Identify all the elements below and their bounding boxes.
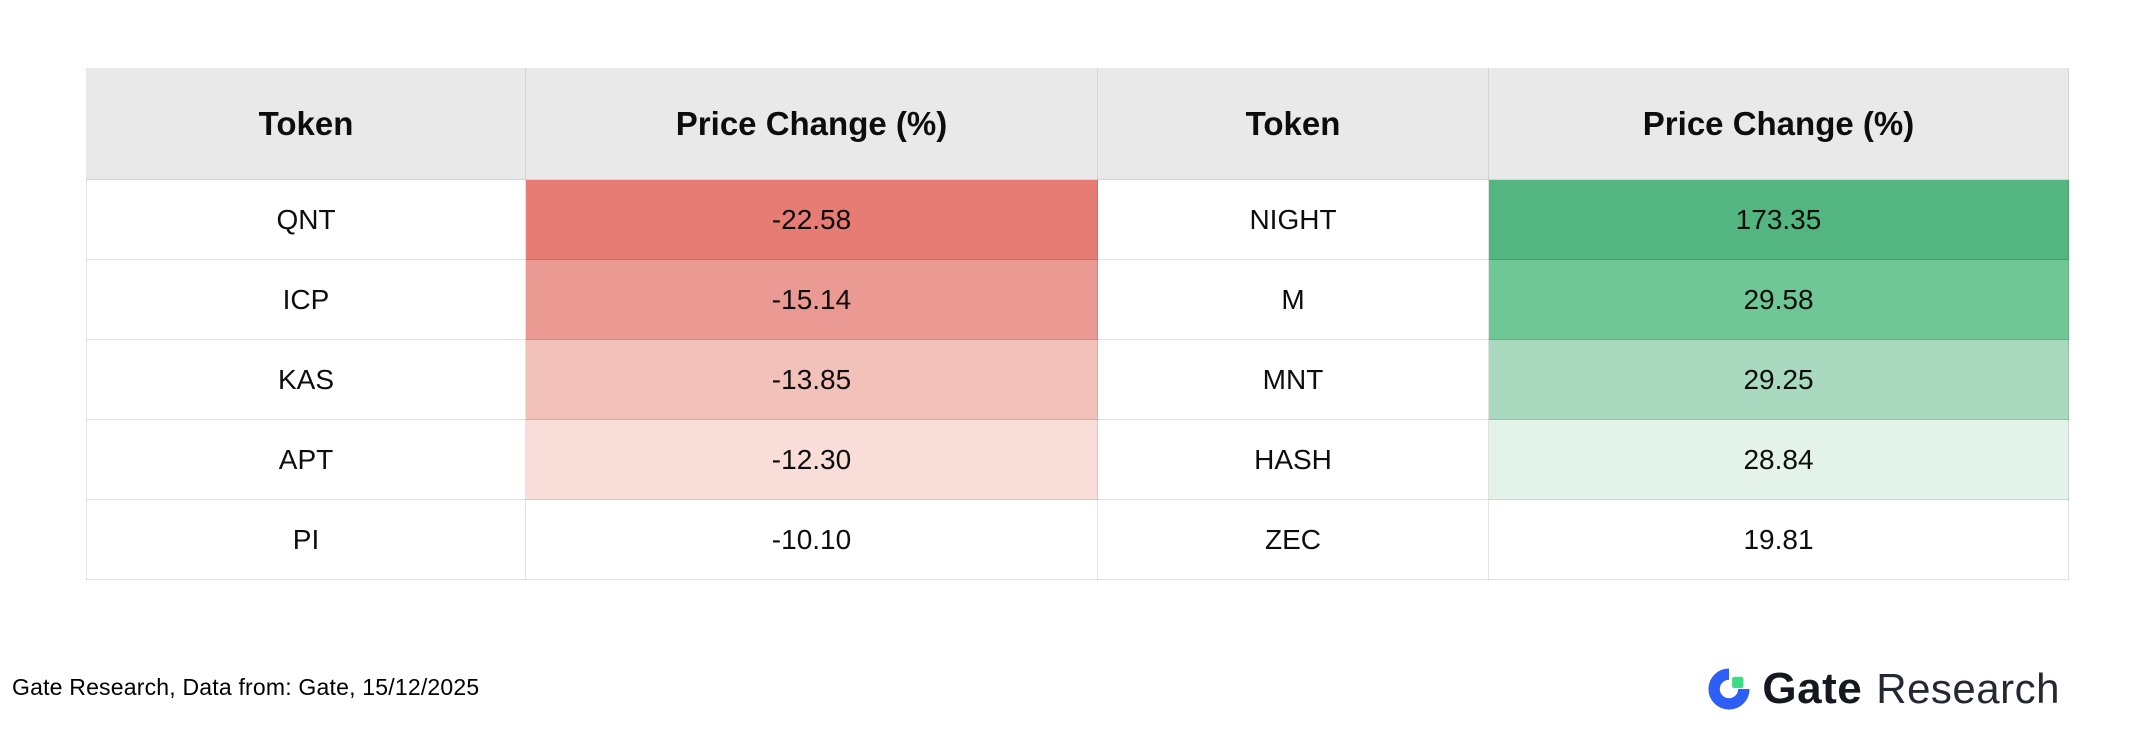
table-row: PI -10.10 ZEC 19.81 — [86, 499, 2069, 580]
token-cell: NIGHT — [1097, 179, 1489, 260]
token-cell: KAS — [86, 339, 526, 420]
price-change-cell: 173.35 — [1488, 179, 2069, 260]
price-change-cell: -12.30 — [525, 419, 1098, 500]
token-cell: QNT — [86, 179, 526, 260]
price-change-table: Token Price Change (%) Token Price Chang… — [86, 68, 2069, 580]
price-change-cell: -15.14 — [525, 259, 1098, 340]
price-change-cell: 29.58 — [1488, 259, 2069, 340]
token-cell: PI — [86, 499, 526, 580]
gate-logo-icon — [1708, 668, 1750, 710]
table-row: APT -12.30 HASH 28.84 — [86, 419, 2069, 500]
brand-research-text: Research — [1876, 665, 2060, 712]
token-cell: ZEC — [1097, 499, 1489, 580]
price-change-cell: -22.58 — [525, 179, 1098, 260]
table-row: ICP -15.14 M 29.58 — [86, 259, 2069, 340]
token-cell: MNT — [1097, 339, 1489, 420]
token-cell: M — [1097, 259, 1489, 340]
header-price-change-left: Price Change (%) — [525, 68, 1098, 180]
price-change-cell: 29.25 — [1488, 339, 2069, 420]
price-change-cell: -10.10 — [525, 499, 1098, 580]
price-change-cell: -13.85 — [525, 339, 1098, 420]
price-change-cell: 28.84 — [1488, 419, 2069, 500]
token-cell: APT — [86, 419, 526, 500]
token-cell: ICP — [86, 259, 526, 340]
header-token-left: Token — [86, 68, 526, 180]
table-row: KAS -13.85 MNT 29.25 — [86, 339, 2069, 420]
gate-research-logo: Gate Research — [1708, 660, 2060, 718]
data-source-note: Gate Research, Data from: Gate, 15/12/20… — [12, 674, 480, 700]
brand-gate-text: Gate — [1762, 664, 1863, 713]
price-change-cell: 19.81 — [1488, 499, 2069, 580]
header-price-change-right: Price Change (%) — [1488, 68, 2069, 180]
table-header-row: Token Price Change (%) Token Price Chang… — [86, 68, 2069, 180]
table-row: QNT -22.58 NIGHT 173.35 — [86, 179, 2069, 260]
token-cell: HASH — [1097, 419, 1489, 500]
header-token-right: Token — [1097, 68, 1489, 180]
